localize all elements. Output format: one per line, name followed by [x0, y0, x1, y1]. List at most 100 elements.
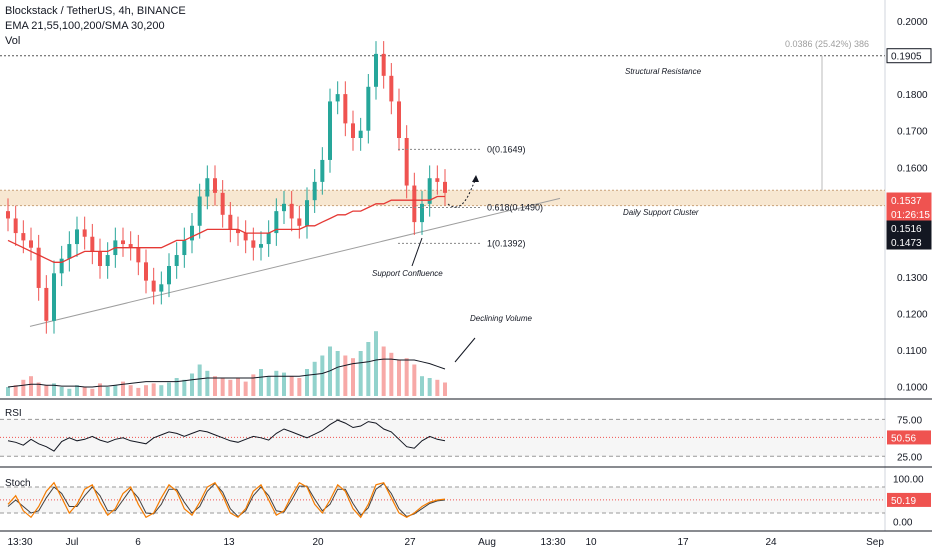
candle-body: [297, 218, 302, 226]
price-level-label: 0.1516: [891, 224, 922, 235]
stoch-tick-label: 100.00: [893, 474, 924, 485]
volume-bar: [320, 355, 325, 396]
volume-bar: [128, 385, 133, 396]
time-tick-label: 13:30: [7, 537, 32, 548]
candle-body: [443, 181, 447, 193]
candle-body: [205, 178, 210, 197]
candle-body: [358, 130, 363, 138]
volume-bar: [29, 376, 33, 396]
measure-label: 0.0386 (25.42%) 386: [785, 39, 869, 49]
candle-body: [320, 159, 325, 182]
price-level-badge: [886, 234, 932, 250]
stoch-label: Stoch: [5, 478, 31, 489]
candle-body: [412, 185, 417, 223]
fib-level-label: 1(0.1392): [487, 238, 526, 248]
stoch-d-line: [7, 482, 446, 518]
candle-body: [121, 240, 125, 245]
volume-bar: [351, 358, 355, 396]
volume-bar: [282, 372, 286, 396]
volume-bar: [427, 378, 432, 396]
volume-bar: [67, 388, 72, 396]
volume-bar: [374, 331, 378, 396]
volume-bar: [174, 378, 179, 396]
volume-bar: [297, 378, 302, 396]
volume-bar: [236, 378, 240, 396]
candle-body: [59, 258, 64, 274]
fib-level-label: 0.618(0.1490): [487, 202, 543, 212]
candle-body: [190, 225, 194, 241]
candle-body: [259, 244, 263, 248]
support-zone: [0, 190, 885, 206]
time-tick-label: 24: [765, 537, 777, 548]
time-tick-label: 13:30: [540, 537, 565, 548]
price-tick-label: 0.1000: [897, 383, 928, 394]
time-tick-label: 27: [404, 537, 416, 548]
candle-body: [136, 247, 141, 263]
volume-bar: [205, 370, 210, 396]
time-tick-label: Jul: [66, 537, 79, 548]
price-tick-label: 0.2000: [897, 17, 928, 28]
candle-body: [266, 233, 271, 245]
candle-body: [374, 53, 378, 87]
annotation-declining-volume: Declining Volume: [470, 314, 533, 323]
time-tick-label: Sep: [866, 537, 884, 548]
candle-body: [82, 229, 87, 237]
volume-bar: [159, 385, 164, 396]
candle-body: [243, 233, 248, 241]
candle-body: [159, 284, 164, 292]
ema-line: [7, 195, 445, 263]
volume-bar: [182, 379, 187, 396]
candle-body: [21, 233, 26, 241]
fib-level-label: 0(0.1649): [487, 144, 526, 154]
candle-body: [213, 178, 217, 193]
volume-bar: [6, 387, 10, 396]
candle-body: [29, 240, 33, 248]
candle-body: [420, 203, 424, 223]
candle-body: [381, 53, 386, 76]
candle-body: [282, 203, 286, 212]
price-tick-label: 0.1300: [897, 273, 928, 284]
candle-body: [67, 244, 72, 259]
volume-bar: [251, 374, 256, 396]
annotation-arrow: [411, 237, 423, 267]
volume-bar: [98, 383, 102, 396]
volume-bar: [420, 376, 424, 396]
candle-body: [305, 200, 309, 226]
volume-bar: [113, 385, 118, 396]
candle-body: [6, 211, 10, 219]
volume-bar: [404, 358, 409, 396]
candle-body: [44, 287, 49, 321]
volume-bar: [52, 383, 56, 396]
candle-body: [220, 192, 225, 215]
volume-bar: [343, 355, 348, 396]
candle-body: [236, 229, 240, 234]
candle-body: [335, 94, 340, 102]
volume-bar: [305, 369, 309, 396]
volume-bar: [397, 360, 401, 396]
rsi-tick-label: 75.00: [897, 415, 922, 426]
stoch-value-label: 50.19: [891, 496, 916, 507]
time-tick-label: 6: [135, 537, 141, 548]
price-level-badge: [886, 48, 932, 64]
time-tick-label: 17: [677, 537, 689, 548]
time-tick-label: Aug: [478, 537, 496, 548]
volume-bar: [243, 381, 248, 396]
volume-bar: [389, 352, 394, 396]
volume-bar: [220, 378, 225, 396]
price-tick-label: 0.1600: [897, 163, 928, 174]
candle-body: [312, 181, 317, 201]
candle-body: [404, 138, 409, 186]
rsi-value-label: 50.56: [891, 433, 916, 444]
price-tick-label: 0.1700: [897, 127, 928, 138]
candle-body: [98, 251, 102, 266]
volume-bar: [82, 387, 87, 396]
rsi-value-badge: [887, 430, 931, 445]
candle-body: [128, 244, 133, 248]
volume-bar: [90, 388, 95, 396]
candle-body: [90, 236, 95, 252]
candle-body: [151, 280, 156, 292]
volume-bar: [151, 383, 156, 396]
volume-bar: [381, 346, 386, 396]
symbol-title: Blockstack / TetherUS, 4h, BINANCE: [5, 5, 186, 17]
